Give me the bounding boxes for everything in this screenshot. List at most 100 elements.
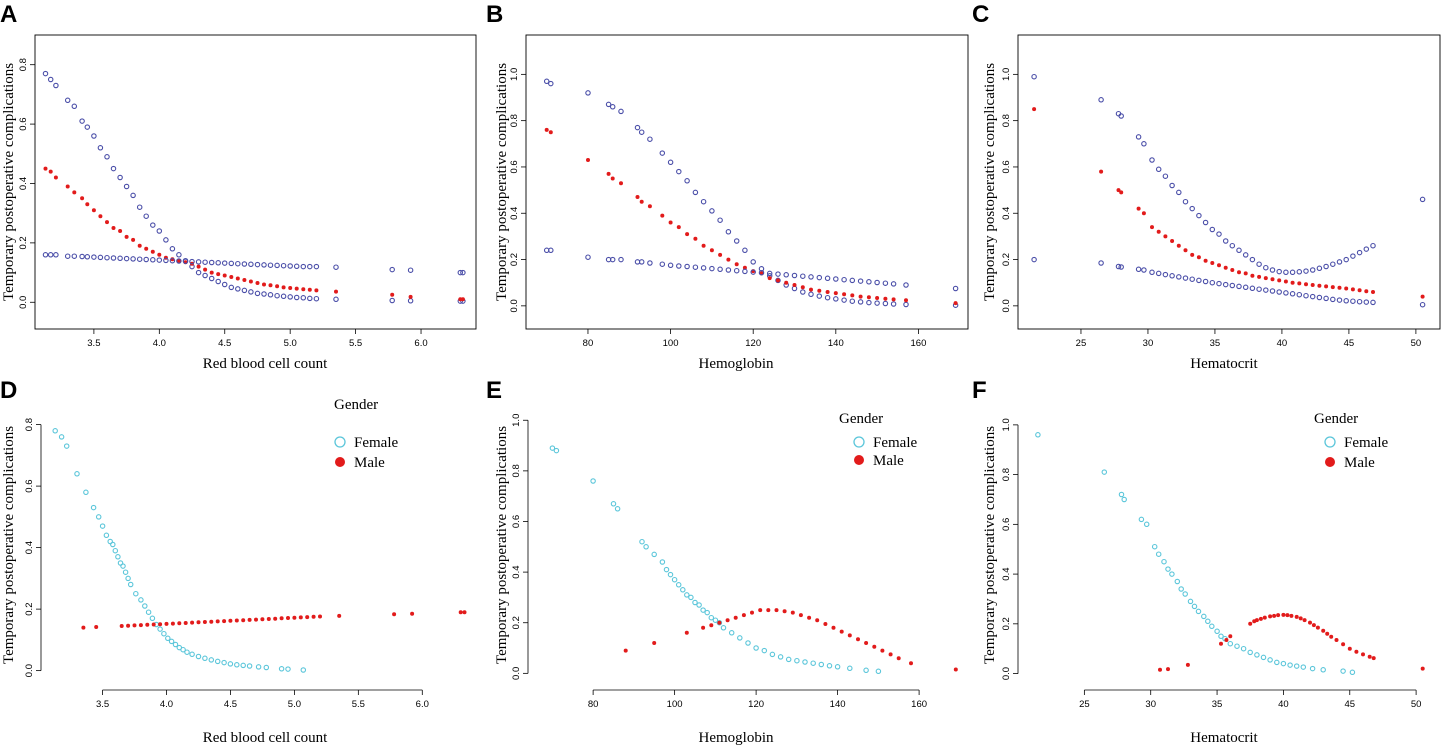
point-lower-a <box>208 259 215 266</box>
point-female-d <box>63 443 70 449</box>
point-male-d <box>145 622 150 627</box>
y-tick-label-b: 0.0 <box>509 299 520 312</box>
point-lower-a <box>241 261 248 267</box>
x-tick-label-d: 4.5 <box>224 699 237 710</box>
point-lower-c <box>1098 260 1104 266</box>
point-fit-a <box>105 220 109 225</box>
point-fit-a <box>131 237 136 242</box>
point-female-d <box>180 646 186 653</box>
point-upper-a <box>84 124 91 130</box>
point-fit-a <box>203 267 208 272</box>
point-female-e <box>590 478 596 484</box>
legend-title-e: Gender <box>839 411 883 427</box>
panel-letter-b: B <box>486 1 503 28</box>
point-fit-b <box>953 301 958 306</box>
point-female-d <box>227 661 234 667</box>
legend-male-label-f: Male <box>1344 455 1375 471</box>
point-upper-c <box>1283 269 1289 276</box>
point-male-d <box>183 621 188 625</box>
point-lower-b <box>609 256 616 263</box>
point-fit-b <box>586 158 590 162</box>
point-female-f <box>1195 608 1202 615</box>
point-male-f <box>1334 638 1339 642</box>
point-male-f <box>1347 646 1352 651</box>
point-lower-b <box>766 270 773 277</box>
legend-male-label-d: Male <box>354 455 385 471</box>
point-fit-a <box>53 175 58 180</box>
point-upper-a <box>313 295 320 302</box>
point-fit-b <box>833 291 838 296</box>
point-upper-c <box>1269 267 1276 273</box>
point-fit-a <box>307 287 312 292</box>
x-tick-label-c: 35 <box>1210 338 1221 349</box>
point-upper-a <box>143 213 149 219</box>
point-upper-a <box>104 154 110 160</box>
point-lower-a <box>163 257 169 264</box>
point-upper-a <box>110 165 117 172</box>
point-lower-c <box>1336 297 1343 303</box>
point-male-e <box>701 625 706 630</box>
point-female-e <box>737 635 743 641</box>
point-upper-b <box>733 238 740 244</box>
point-female-e <box>745 640 751 646</box>
point-male-f <box>1262 615 1267 620</box>
point-upper-a <box>47 76 54 83</box>
point-fit-b <box>734 262 739 267</box>
point-fit-a <box>460 297 465 302</box>
point-fit-b <box>718 252 723 257</box>
point-male-d <box>337 613 342 618</box>
point-upper-c <box>1222 238 1229 244</box>
x-tick-label-e: 100 <box>667 699 683 710</box>
point-fit-a <box>43 166 48 171</box>
point-fit-b <box>548 130 553 135</box>
panel-b: B Hemoglobin Temporary postoperative com… <box>486 1 969 372</box>
point-upper-b <box>585 90 591 96</box>
point-fit-c <box>1150 225 1154 230</box>
point-upper-a <box>53 82 59 89</box>
point-female-e <box>708 614 715 621</box>
points-b <box>543 78 959 308</box>
point-fit-b <box>660 213 665 218</box>
point-male-e <box>953 667 958 672</box>
point-male-d <box>151 622 156 627</box>
point-lower-c <box>1141 267 1147 273</box>
point-lower-b <box>684 263 690 270</box>
point-lower-c <box>1289 291 1296 297</box>
point-male-d <box>260 617 265 622</box>
y-tick-label-f: 1.0 <box>1001 418 1012 431</box>
point-female-f <box>1218 633 1224 640</box>
point-fit-b <box>858 294 863 299</box>
point-fit-c <box>1420 294 1425 299</box>
point-fit-b <box>647 204 652 209</box>
point-lower-b <box>717 266 723 273</box>
point-fit-a <box>209 270 214 275</box>
point-fit-a <box>216 272 221 277</box>
point-upper-a <box>333 296 339 303</box>
point-male-f <box>1276 613 1281 618</box>
point-lower-c <box>1323 295 1329 302</box>
point-lower-a <box>79 253 85 260</box>
point-female-d <box>285 666 291 672</box>
y-tick-label-c: 0.8 <box>1001 114 1012 127</box>
x-tick-label-c: 25 <box>1076 338 1087 349</box>
point-lower-b <box>903 282 909 288</box>
point-lower-b <box>800 273 806 279</box>
point-male-d <box>286 616 290 620</box>
y-tick-label-f: 0.2 <box>1001 617 1012 630</box>
point-upper-b <box>667 159 674 166</box>
point-fit-c <box>1371 290 1375 294</box>
y-tick-label-d: 0.0 <box>24 664 35 677</box>
point-female-d <box>165 635 171 642</box>
point-male-e <box>880 648 885 653</box>
point-fit-b <box>606 171 611 176</box>
point-male-d <box>196 620 201 625</box>
y-tick-label-d: 0.4 <box>24 541 35 554</box>
x-tick-label-d: 3.5 <box>96 699 109 710</box>
point-female-e <box>720 625 727 631</box>
point-upper-b <box>882 300 889 307</box>
point-female-d <box>157 626 163 632</box>
point-female-d <box>103 532 110 539</box>
legend-female-marker-e <box>853 436 865 448</box>
point-female-e <box>847 665 853 672</box>
point-male-f <box>1272 613 1277 618</box>
